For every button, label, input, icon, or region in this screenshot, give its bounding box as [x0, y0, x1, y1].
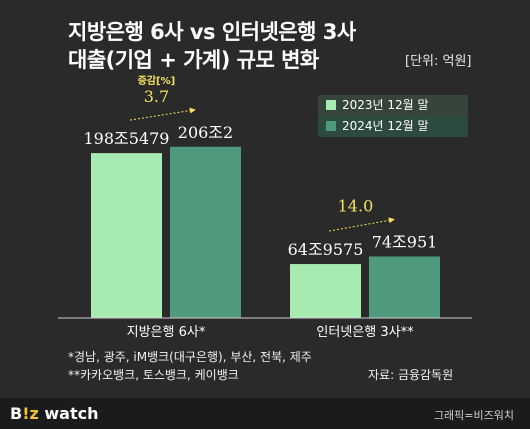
growth-arrow — [328, 217, 395, 232]
growth-title: 증감[%] — [138, 75, 176, 87]
legend-label-2023: 2023년 12월 말 — [342, 98, 429, 112]
graphic-credit: 그래픽=비즈워치 — [433, 409, 514, 422]
legend-swatch-2023 — [326, 100, 336, 110]
growth-arrow — [129, 107, 196, 121]
bar-value-label: 74조951 — [372, 232, 438, 251]
footer-bar: B!z watch 그래픽=비즈워치 — [0, 398, 530, 429]
bar-value-label: 64조9575 — [288, 240, 364, 259]
bar-1-0 — [290, 264, 361, 318]
growth-value-label: 14.0 — [338, 196, 374, 215]
footnote-regional-banks: *경남, 광주, iM뱅크(대구은행), 부산, 전북, 제주 — [68, 350, 312, 364]
legend-swatch-2024 — [326, 121, 336, 131]
title-line-1: 지방은행 6사 vs 인터넷은행 3사 — [68, 20, 356, 44]
bar-1-1 — [369, 256, 440, 318]
source-label: 자료: 금융감독원 — [368, 368, 454, 382]
category-label: 인터넷은행 3사** — [316, 324, 414, 340]
legend-item-2024: 2024년 12월 말 — [318, 116, 468, 137]
title-line-2: 대출(기업 + 가계) 규모 변화 — [68, 48, 319, 72]
bar-value-label: 206조2 — [178, 123, 233, 142]
legend-item-2023: 2023년 12월 말 — [318, 95, 468, 116]
bar-0-0 — [91, 153, 162, 318]
footnote-internet-banks: **카카오뱅크, 토스뱅크, 케이뱅크 — [68, 368, 239, 382]
growth-value-label: 3.7 — [144, 87, 169, 106]
bizwatch-logo: B!z watch — [10, 404, 99, 423]
bar-value-label: 198조5479 — [84, 129, 170, 148]
legend-label-2024: 2024년 12월 말 — [342, 119, 429, 133]
unit-label: [단위: 억원] — [405, 54, 472, 69]
bar-0-1 — [170, 146, 241, 318]
category-label: 지방은행 6사* — [127, 324, 206, 340]
